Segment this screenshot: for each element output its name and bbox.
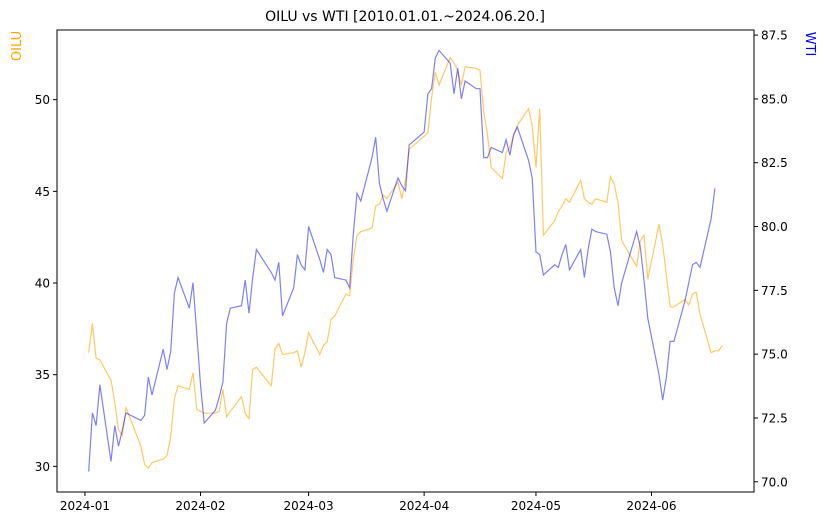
right-axis-label: WTI (802, 32, 817, 57)
right-y-tick-label: 75.0 (761, 348, 788, 362)
plot-frame (56, 29, 755, 493)
right-y-tick-label: 77.5 (761, 284, 788, 298)
right-y-tick-label: 72.5 (761, 411, 788, 425)
series-line-oilu (88, 56, 723, 470)
right-y-tick-label: 80.0 (761, 220, 788, 234)
x-tick-label: 2024-06 (626, 499, 676, 513)
right-y-tick-label: 87.5 (761, 29, 788, 43)
x-tick-label: 2024-04 (399, 499, 449, 513)
left-y-tick-label: 35 (35, 368, 50, 382)
series-layer (88, 49, 723, 472)
left-y-tick-label: 50 (35, 93, 50, 107)
x-tick-label: 2024-01 (60, 499, 110, 513)
left-axis-label: OILU (10, 31, 25, 61)
series-line-wti (88, 49, 716, 472)
x-tick-label: 2024-03 (284, 499, 334, 513)
right-y-tick-label: 70.0 (761, 475, 788, 489)
x-tick-label: 2024-02 (175, 499, 225, 513)
right-y-tick-label: 85.0 (761, 92, 788, 106)
left-y-tick-label: 30 (35, 460, 50, 474)
left-y-tick-label: 40 (35, 277, 50, 291)
axes-layer: 2024-01 2024-02 2024-03 2024-04 2024-05 2024-… (35, 29, 788, 513)
x-tick-label: 2024-05 (511, 499, 561, 513)
left-y-tick-label: 45 (35, 185, 50, 199)
right-y-tick-label: 82.5 (761, 156, 788, 170)
chart-title: OILU vs WTI [2010.01.01.~2024.06.20.] (265, 9, 545, 25)
